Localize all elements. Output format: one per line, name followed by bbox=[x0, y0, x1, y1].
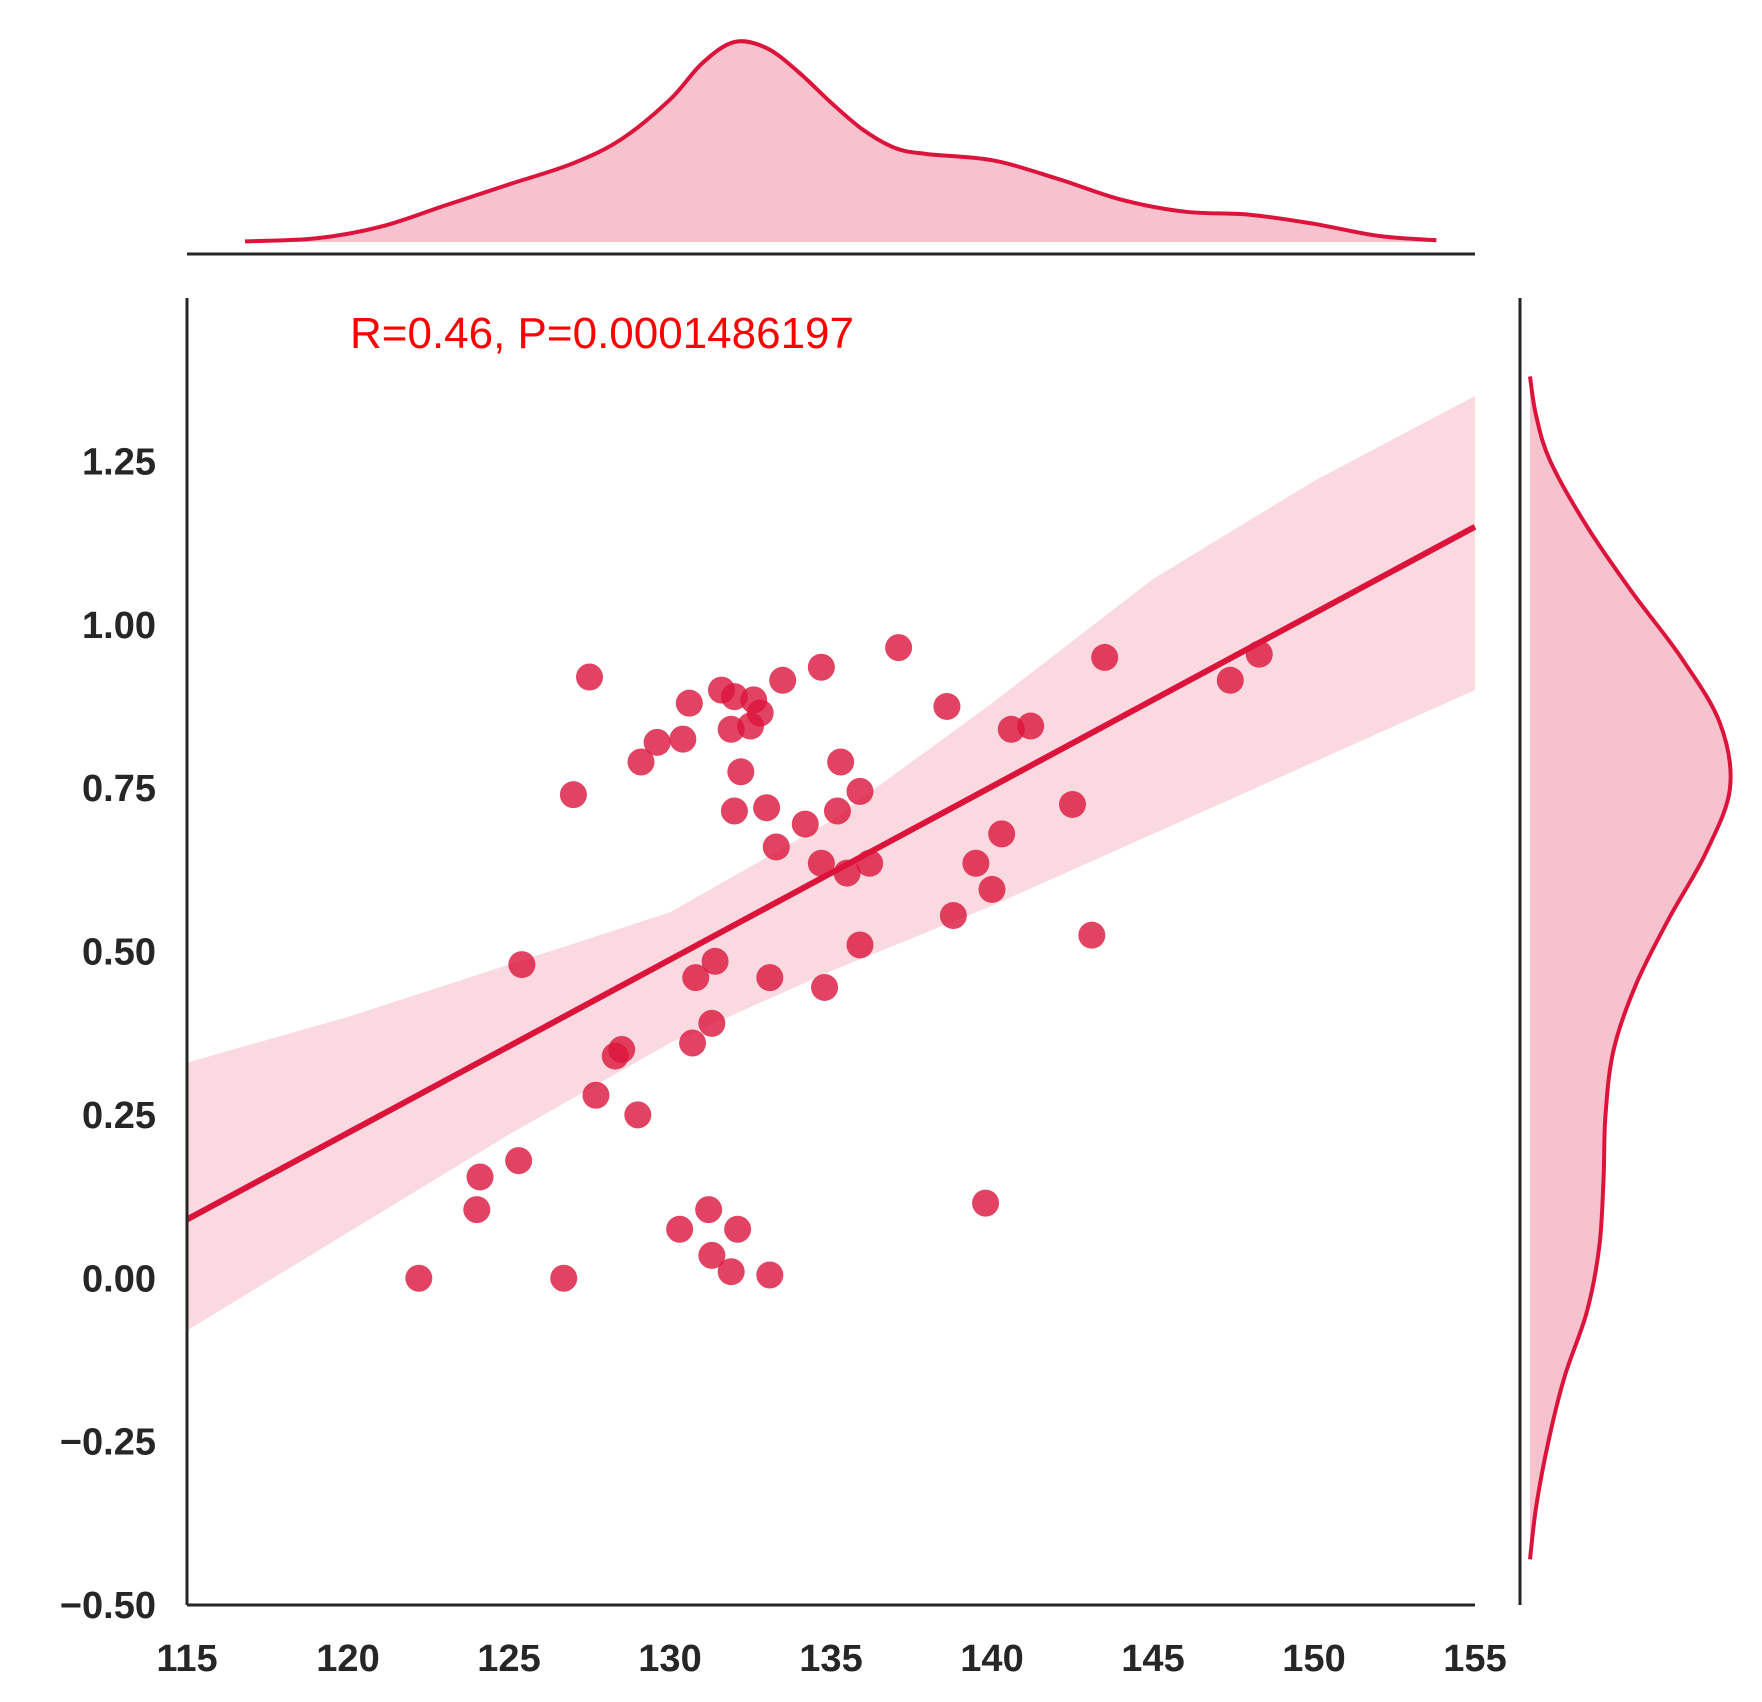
scatter-point bbox=[962, 849, 990, 877]
scatter-point bbox=[762, 833, 790, 861]
y-tick-label: 1.00 bbox=[82, 605, 156, 647]
scatter-points bbox=[405, 634, 1273, 1292]
scatter-point bbox=[807, 653, 835, 681]
scatter-point bbox=[807, 849, 835, 877]
y-tick-label: 0.00 bbox=[82, 1258, 156, 1300]
scatter-point bbox=[405, 1264, 433, 1292]
scatter-point bbox=[675, 689, 703, 717]
scatter-point bbox=[756, 1261, 784, 1289]
scatter-point bbox=[608, 1036, 636, 1064]
scatter-point bbox=[682, 964, 710, 992]
scatter-point bbox=[720, 797, 748, 825]
scatter-point bbox=[679, 1029, 707, 1057]
scatter-point bbox=[746, 699, 774, 727]
scatter-point bbox=[1059, 790, 1086, 818]
x-tick-label: 115 bbox=[156, 1638, 217, 1680]
scatter-point bbox=[856, 849, 884, 877]
scatter-point bbox=[666, 1215, 694, 1243]
x-tick-label: 125 bbox=[477, 1638, 540, 1680]
scatter-point bbox=[559, 781, 587, 809]
scatter-point bbox=[769, 666, 797, 694]
y-tick-label: 0.75 bbox=[82, 768, 156, 810]
y-tick-label: 0.50 bbox=[82, 932, 156, 974]
kde-y-line bbox=[1528, 376, 1733, 1560]
scatter-point bbox=[939, 902, 967, 930]
scatter-point bbox=[624, 1101, 652, 1129]
scatter-point bbox=[505, 1147, 533, 1175]
scatter-point bbox=[727, 758, 755, 786]
x-tick-label: 150 bbox=[1282, 1638, 1345, 1680]
scatter-point bbox=[550, 1264, 578, 1292]
y-tick-label: 1.25 bbox=[82, 441, 156, 483]
y-tick-label: −0.25 bbox=[60, 1422, 156, 1464]
scatter-point bbox=[833, 859, 861, 887]
scatter-point bbox=[701, 947, 729, 975]
scatter-point bbox=[1017, 712, 1045, 740]
scatter-point bbox=[1091, 643, 1119, 671]
scatter-point bbox=[1245, 640, 1273, 668]
scatter-point bbox=[933, 692, 961, 720]
x-tick-label: 155 bbox=[1443, 1638, 1506, 1680]
scatter-point bbox=[753, 794, 781, 822]
x-tick-label: 145 bbox=[1121, 1638, 1184, 1680]
x-tick-label: 135 bbox=[799, 1638, 862, 1680]
scatter-point bbox=[978, 875, 1006, 903]
kde-y-fill bbox=[1530, 376, 1731, 1560]
scatter-point bbox=[576, 663, 603, 691]
scatter-point bbox=[643, 728, 671, 756]
scatter-point bbox=[827, 748, 855, 776]
regression-line bbox=[185, 524, 1477, 1223]
y-tick-label: 0.25 bbox=[82, 1095, 156, 1137]
correlation-annotation: R=0.46, P=0.0001486197 bbox=[350, 309, 854, 358]
x-tick-label: 130 bbox=[638, 1638, 701, 1680]
scatter-point bbox=[823, 797, 851, 825]
kde-x-fill bbox=[245, 41, 1437, 242]
scatter-point bbox=[627, 748, 655, 776]
scatter-point bbox=[846, 931, 874, 959]
scatter-point bbox=[1078, 921, 1106, 949]
x-tick-label: 120 bbox=[316, 1638, 379, 1680]
scatter-point bbox=[698, 1009, 726, 1037]
scatter-point bbox=[988, 820, 1016, 848]
scatter-point bbox=[1216, 666, 1244, 694]
y-axis-ticks: −0.50 −0.25 0.00 0.25 0.50 0.75 1.00 1.25 bbox=[60, 441, 156, 1627]
kde-x-line bbox=[244, 39, 1437, 244]
scatter-point bbox=[756, 964, 784, 992]
top-marginal-kde bbox=[187, 39, 1475, 256]
y-tick-label: −0.50 bbox=[60, 1585, 156, 1627]
scatter-point bbox=[885, 634, 913, 662]
main-plot: 115 120 125 130 135 140 145 150 155 −0.50 −0.25 0.… bbox=[60, 298, 1507, 1680]
scatter-point bbox=[508, 951, 536, 979]
scatter-point bbox=[466, 1163, 494, 1191]
scatter-point bbox=[791, 810, 819, 838]
right-marginal-kde bbox=[1518, 298, 1733, 1605]
scatter-point bbox=[582, 1081, 610, 1109]
scatter-point bbox=[811, 973, 839, 1001]
x-axis-ticks: 115 120 125 130 135 140 145 150 155 bbox=[156, 1638, 1506, 1680]
scatter-point bbox=[717, 1258, 745, 1286]
scatter-point bbox=[698, 1241, 726, 1269]
scatter-point bbox=[846, 777, 874, 805]
scatter-point bbox=[695, 1196, 723, 1224]
scatter-point bbox=[463, 1196, 491, 1224]
scatter-point bbox=[724, 1215, 752, 1243]
x-tick-label: 140 bbox=[960, 1638, 1023, 1680]
scatter-point bbox=[669, 725, 697, 753]
scatter-point bbox=[972, 1189, 1000, 1217]
